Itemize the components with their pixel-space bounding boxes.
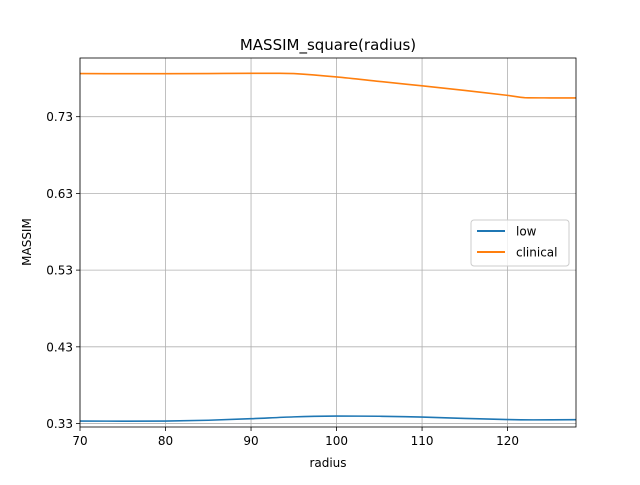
- y-tick-label-0: 0.33: [46, 417, 73, 431]
- y-tick-label-1: 0.43: [46, 340, 73, 354]
- series-layer: [79, 72, 577, 422]
- y-tick-label-4: 0.73: [46, 110, 73, 124]
- series-line-low: [79, 415, 577, 422]
- x-axis-ticks: 70 80 90 100 110 120: [72, 427, 519, 448]
- x-tick-label-2: 90: [243, 434, 258, 448]
- x-tick-label-1: 80: [158, 434, 173, 448]
- series-line-clinical: [79, 72, 576, 99]
- legend: low clinical: [470, 219, 570, 267]
- plot-frame: [79, 57, 577, 428]
- grid-layer: [79, 58, 576, 427]
- axes-layer: [79, 57, 577, 428]
- x-tick-label-5: 120: [496, 434, 519, 448]
- x-tick-label-0: 70: [72, 434, 87, 448]
- y-axis-label: MASSIM: [20, 218, 34, 266]
- legend-label-clinical: clinical: [516, 246, 558, 260]
- x-tick-label-3: 100: [325, 434, 348, 448]
- x-axis-label: radius: [309, 456, 346, 470]
- chart-title: MASSIM_square(radius): [240, 36, 416, 55]
- legend-label-low: low: [516, 225, 537, 239]
- y-tick-label-2: 0.53: [46, 264, 73, 278]
- y-axis-ticks: 0.33 0.43 0.53 0.63 0.73: [46, 110, 80, 431]
- x-tick-label-4: 110: [411, 434, 434, 448]
- y-tick-label-3: 0.63: [46, 187, 73, 201]
